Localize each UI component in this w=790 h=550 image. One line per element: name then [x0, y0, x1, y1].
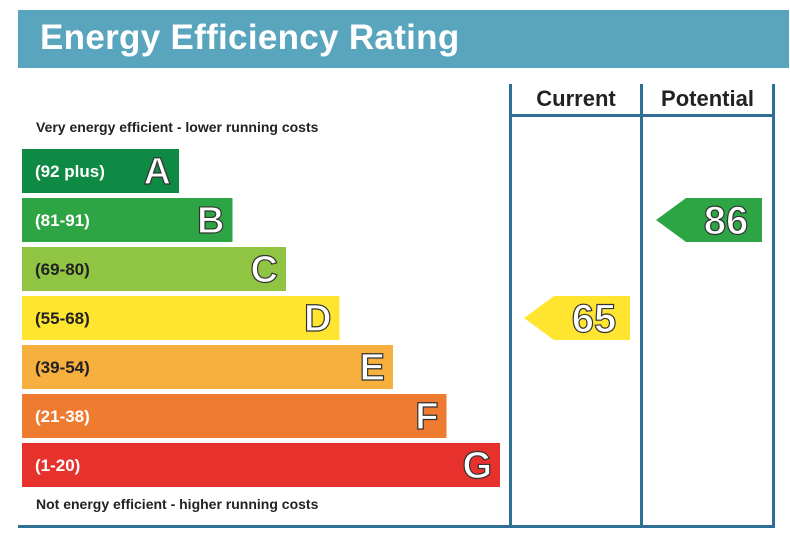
band-c-range: (69-80)	[35, 260, 90, 279]
potential-rating-arrow	[656, 198, 762, 242]
band-e-letter: E	[360, 347, 385, 389]
current-rating-value: 65	[572, 297, 617, 341]
frame-bottom-line	[18, 525, 775, 528]
band-f: (21-38) F	[22, 394, 447, 439]
band-a-letter: A	[144, 151, 171, 193]
current-column-header: Current	[536, 86, 616, 111]
frame-col-left	[509, 84, 512, 526]
band-a-bar	[22, 149, 179, 193]
band-g: (1-20) G	[22, 443, 500, 488]
band-b-range: (81-91)	[35, 211, 90, 230]
band-e: (39-54) E	[22, 345, 393, 390]
potential-column-header: Potential	[661, 86, 754, 111]
band-d: (55-68) D	[22, 296, 340, 341]
band-c-letter: C	[251, 249, 278, 291]
band-a-range: (92 plus)	[35, 162, 105, 181]
band-e-bar	[22, 345, 393, 389]
band-f-bar	[22, 394, 447, 438]
band-d-range: (55-68)	[35, 309, 90, 328]
band-c-bar	[22, 247, 286, 291]
band-c: (69-80) C	[22, 247, 286, 292]
top-caption: Very energy efficient - lower running co…	[36, 119, 319, 135]
band-b: (81-91) B	[22, 198, 233, 243]
band-f-range: (21-38)	[35, 407, 90, 426]
chart-title: Energy Efficiency Rating	[40, 18, 460, 57]
band-d-bar	[22, 296, 340, 340]
band-f-letter: F	[415, 396, 438, 438]
bottom-caption: Not energy efficient - higher running co…	[36, 496, 319, 512]
title-bar: Energy Efficiency Rating	[18, 10, 789, 68]
band-b-bar	[22, 198, 233, 242]
band-g-bar	[22, 443, 500, 487]
band-a: (92 plus) A	[22, 149, 179, 194]
frame-header-line	[509, 114, 775, 117]
band-e-range: (39-54)	[35, 358, 90, 377]
current-rating-arrow	[524, 296, 630, 340]
band-g-range: (1-20)	[35, 456, 80, 475]
band-b-letter: B	[197, 200, 224, 242]
potential-rating-value: 86	[704, 199, 749, 243]
band-g-letter: G	[462, 445, 492, 487]
frame-col-right	[772, 84, 775, 526]
frame-col-mid	[640, 84, 643, 526]
band-d-letter: D	[304, 298, 331, 340]
